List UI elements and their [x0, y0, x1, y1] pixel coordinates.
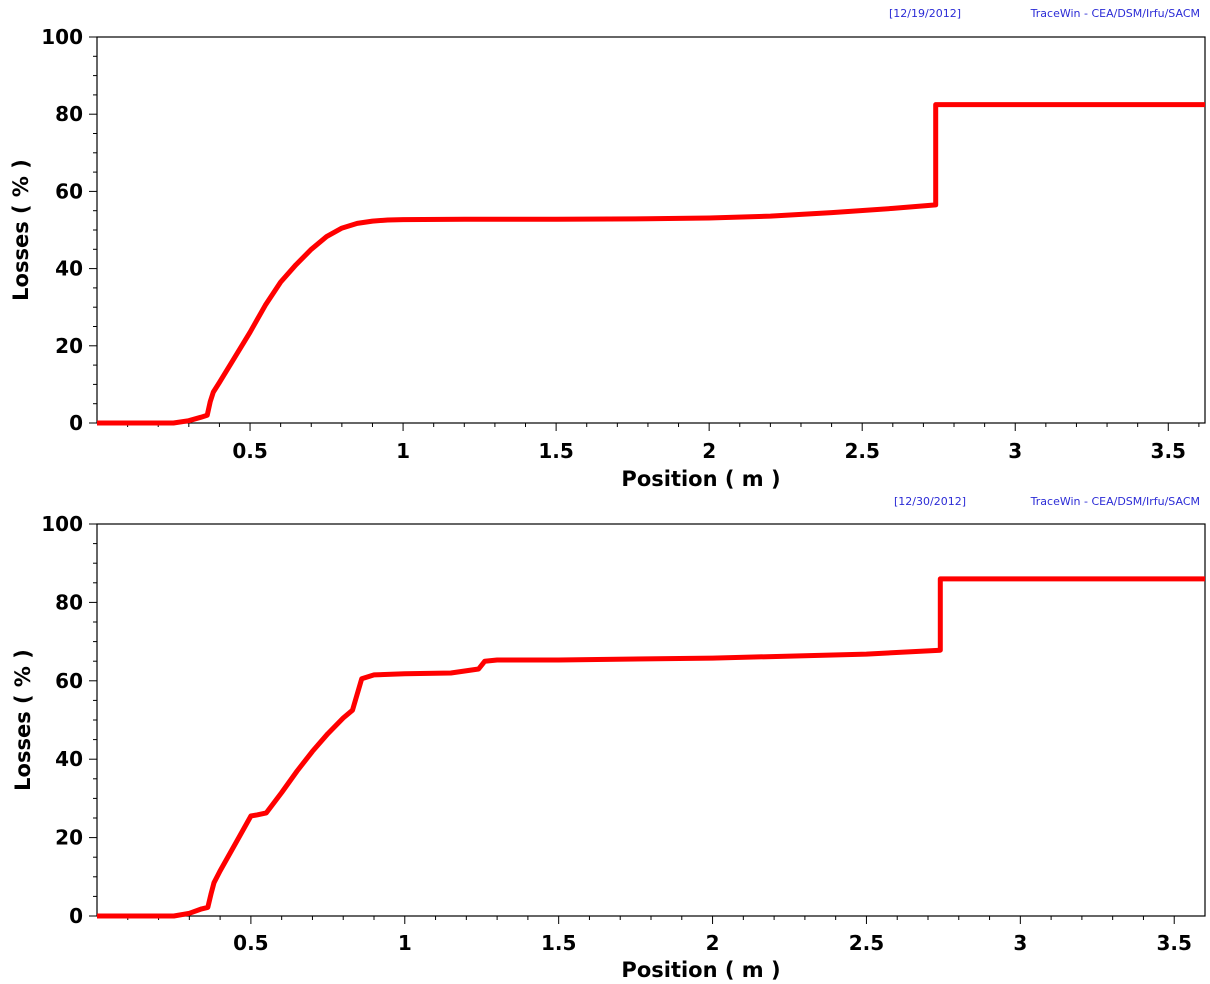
x-tick-label: 2 — [702, 439, 716, 463]
x-axis-title: Position ( m ) — [621, 958, 780, 982]
y-tick-label: 0 — [69, 904, 83, 928]
y-tick-label: 100 — [41, 25, 83, 49]
x-tick-label: 3.5 — [1151, 439, 1186, 463]
plot-frame — [96, 523, 1206, 917]
header-date: [12/30/2012] — [894, 495, 966, 508]
y-tick-label: 20 — [55, 334, 83, 358]
x-tick-label: 0.5 — [233, 931, 268, 955]
y-tick-label: 40 — [55, 747, 83, 771]
chart-panel-2: [12/30/2012] TraceWin - CEA/DSM/Irfu/SACM… — [11, 495, 1206, 982]
x-tick-label: 2 — [706, 931, 720, 955]
y-tick-label: 100 — [41, 512, 83, 536]
header-date: [12/19/2012] — [889, 7, 961, 20]
x-tick-label: 1 — [398, 931, 412, 955]
x-tick-label: 3.5 — [1157, 931, 1192, 955]
y-axis-title: Losses ( % ) — [11, 649, 35, 791]
losses-series-line — [97, 102, 1205, 426]
x-tick-label: 3 — [1013, 931, 1027, 955]
y-tick-label: 0 — [69, 411, 83, 435]
x-tick-label: 1.5 — [541, 931, 576, 955]
x-tick-label: 3 — [1008, 439, 1022, 463]
plot-frame — [96, 36, 1206, 424]
x-tick-label: 1.5 — [538, 439, 573, 463]
y-tick-label: 80 — [55, 102, 83, 126]
header-software: TraceWin - CEA/DSM/Irfu/SACM — [1030, 7, 1200, 20]
header-software: TraceWin - CEA/DSM/Irfu/SACM — [1030, 495, 1200, 508]
y-tick-label: 20 — [55, 826, 83, 850]
chart-panel-1: [12/19/2012] TraceWin - CEA/DSM/Irfu/SACM… — [9, 7, 1206, 491]
y-tick-label: 80 — [55, 590, 83, 614]
y-tick-label: 60 — [55, 179, 83, 203]
y-axis-title: Losses ( % ) — [9, 159, 33, 301]
x-tick-label: 0.5 — [232, 439, 267, 463]
losses-series-line — [97, 576, 1205, 919]
x-axis-title: Position ( m ) — [621, 467, 780, 491]
x-tick-label: 2.5 — [849, 931, 884, 955]
x-tick-label: 1 — [396, 439, 410, 463]
y-tick-label: 40 — [55, 257, 83, 281]
y-tick-label: 60 — [55, 669, 83, 693]
x-tick-label: 2.5 — [844, 439, 879, 463]
